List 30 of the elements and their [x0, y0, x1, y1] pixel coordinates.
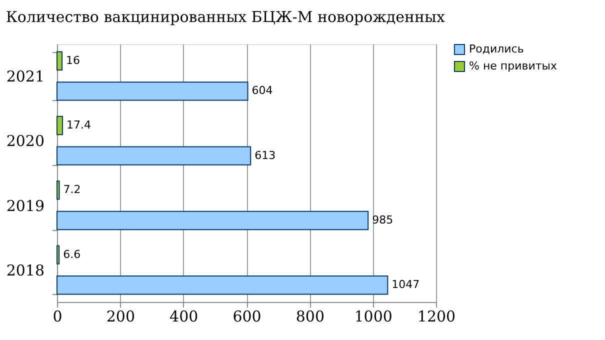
x-tick-label: 0	[52, 308, 62, 326]
y-tick-label: 2018	[6, 261, 44, 280]
data-label: 16	[66, 54, 80, 67]
bar	[56, 276, 388, 295]
chart-title: Количество вакцинированных БЦЖ-М новорожденных	[6, 8, 446, 26]
data-label: 1047	[392, 278, 420, 292]
legend-label: Родились	[469, 42, 524, 56]
y-tick-label: 2020	[6, 132, 44, 150]
x-tick-label: 600	[232, 308, 262, 326]
data-label: 985	[372, 213, 394, 226]
x-tick-label: 400	[170, 308, 198, 326]
bar	[56, 180, 60, 200]
y-tick-label: 2021	[6, 68, 44, 86]
x-tick-label: 200	[106, 308, 135, 326]
bar	[56, 245, 60, 264]
x-tick-label: 800	[296, 308, 324, 326]
data-label: 7.2	[63, 183, 81, 196]
x-tick-label: 1000	[354, 308, 392, 326]
bar	[56, 82, 248, 101]
data-label: 6.6	[63, 248, 81, 261]
bar	[56, 146, 252, 166]
bar	[56, 210, 369, 230]
data-label: 17.4	[66, 118, 91, 132]
legend-label: % не привитых	[469, 60, 558, 72]
data-label: 604	[252, 84, 273, 98]
bar	[56, 51, 63, 70]
y-tick-label: 2019	[6, 196, 44, 215]
bar	[56, 116, 63, 136]
data-label: 613	[254, 148, 276, 162]
x-tick-label: 1200	[417, 308, 456, 326]
